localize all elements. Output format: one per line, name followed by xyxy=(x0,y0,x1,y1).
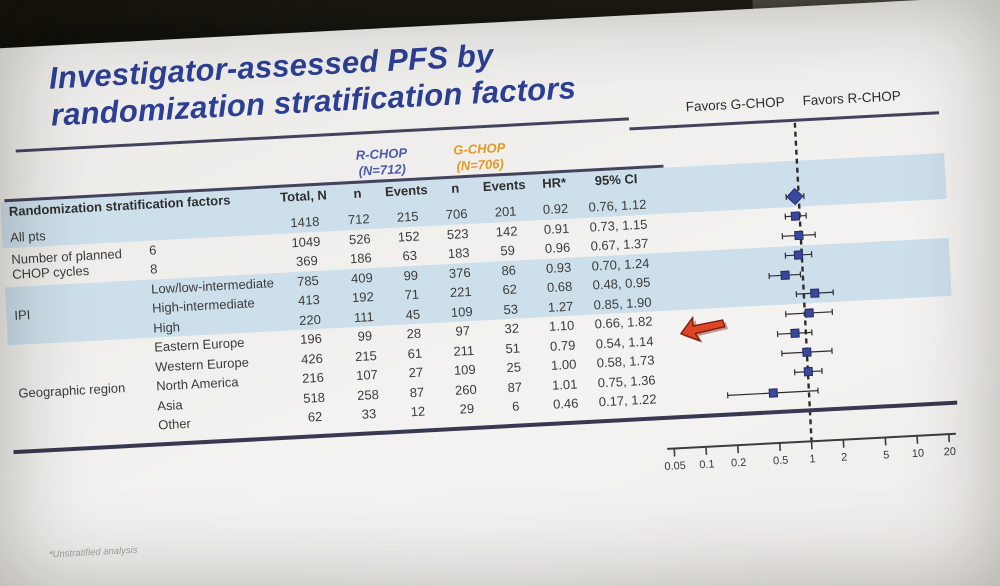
axis-tick-label: 1 xyxy=(809,453,816,465)
column-header-r_events: Events xyxy=(384,182,429,200)
hr-marker xyxy=(768,388,779,398)
table-cell-r_n: 111 xyxy=(353,308,375,325)
table-cell-r_n: 258 xyxy=(356,386,380,403)
table-cell-g_events: 6 xyxy=(511,398,520,414)
hr-marker xyxy=(802,347,812,357)
table-cell-g_n: 221 xyxy=(449,283,472,301)
table-cell-g_n: 183 xyxy=(447,244,470,262)
hr-marker xyxy=(790,328,800,339)
table-cell-g_n: 109 xyxy=(453,361,477,378)
table-cell-r_n: 192 xyxy=(351,289,375,306)
stratification-table: R-CHOP (N=712) G-CHOP (N=706) Randomizat… xyxy=(3,132,677,448)
table-cell-r_n: 215 xyxy=(354,347,378,364)
table-cell-r_n: 409 xyxy=(350,269,374,286)
table-cell-r_events: 12 xyxy=(410,403,426,420)
table-cell-g_n: 97 xyxy=(455,323,471,339)
table-cell-r_n: 99 xyxy=(357,328,373,344)
table-cell-r_n: 33 xyxy=(361,406,377,422)
column-header-g_n: n xyxy=(450,180,460,196)
axis-tick-label: 2 xyxy=(841,451,848,463)
axis-tick-label: 0.2 xyxy=(731,457,747,470)
table-cell-r_n: 107 xyxy=(355,366,379,384)
column-header-r_n: n xyxy=(353,185,362,201)
column-header-g_events: Events xyxy=(482,176,526,195)
table-cell-g_n: 29 xyxy=(459,400,475,417)
axis-tick-label: 0.05 xyxy=(664,460,686,473)
rchop-arm-name: R-CHOP xyxy=(355,145,408,163)
forest-plot: 0.05 0.1 0.2 0.5 1 2 5 10 20 xyxy=(664,122,956,473)
axis-tick-label: 0.1 xyxy=(699,458,715,471)
reference-line xyxy=(793,122,813,442)
table-cell-total_n: 62 xyxy=(307,408,323,425)
axis-tick-label: 0.5 xyxy=(773,455,789,468)
table-cell-g_n: 260 xyxy=(454,381,478,398)
rchop-arm-n: (N=712) xyxy=(358,161,407,179)
hr-marker-diamond xyxy=(786,187,804,206)
table-cell-g_n: 109 xyxy=(450,303,473,320)
hr-marker xyxy=(793,250,804,260)
column-header-total_n: Total, N xyxy=(279,187,328,205)
hr-marker xyxy=(803,366,814,377)
table-cell-g_n: 376 xyxy=(448,264,471,281)
table-cell-r_n: 526 xyxy=(348,230,372,247)
hr-marker xyxy=(810,288,820,298)
hr-marker xyxy=(794,230,804,241)
hr-marker xyxy=(780,270,790,280)
gchop-arm-name: G-CHOP xyxy=(452,139,506,158)
hr-marker xyxy=(804,308,814,318)
gchop-arm-n: (N=706) xyxy=(456,156,505,174)
axis-tick-label: 20 xyxy=(943,446,956,459)
axis-tick-label: 5 xyxy=(883,449,890,461)
red-pointer-arrow-icon xyxy=(679,315,728,343)
axis-tick-label: 10 xyxy=(912,447,925,460)
table-cell-r_n: 186 xyxy=(349,250,373,267)
table-cell-r_n: 712 xyxy=(347,211,371,228)
table-cell-g_n: 211 xyxy=(453,342,475,359)
table-cell-g_n: 523 xyxy=(446,225,469,242)
table-cell-g_n: 706 xyxy=(445,206,468,223)
row-group-label: Geographic region xyxy=(18,380,126,401)
row-group-label: IPI xyxy=(13,307,31,324)
hr-marker xyxy=(790,211,801,221)
